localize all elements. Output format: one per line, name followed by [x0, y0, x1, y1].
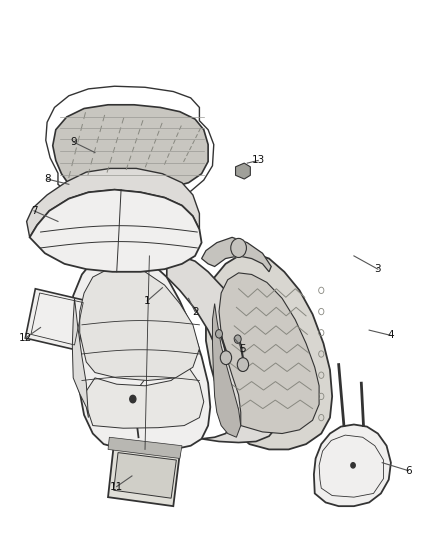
Polygon shape [71, 253, 210, 451]
Polygon shape [25, 289, 88, 350]
Circle shape [130, 395, 136, 403]
Text: 6: 6 [405, 466, 412, 475]
Text: 8: 8 [44, 174, 50, 184]
Text: 7: 7 [31, 206, 37, 216]
Polygon shape [201, 237, 271, 272]
Text: 1: 1 [144, 296, 151, 306]
Polygon shape [80, 266, 199, 381]
Polygon shape [72, 298, 88, 418]
Circle shape [215, 329, 223, 338]
Polygon shape [167, 253, 280, 442]
Text: 9: 9 [70, 137, 77, 147]
Polygon shape [236, 163, 251, 179]
Text: 5: 5 [240, 344, 246, 354]
Polygon shape [108, 437, 182, 458]
Text: 2: 2 [192, 306, 198, 317]
Polygon shape [212, 304, 241, 437]
Circle shape [234, 335, 241, 343]
Text: 11: 11 [110, 481, 124, 491]
Polygon shape [314, 424, 391, 506]
Polygon shape [114, 453, 177, 498]
Polygon shape [108, 446, 180, 506]
Polygon shape [53, 105, 208, 190]
Text: 13: 13 [251, 156, 265, 165]
Circle shape [231, 238, 247, 257]
Polygon shape [219, 273, 319, 433]
Text: 4: 4 [388, 330, 394, 341]
Text: 3: 3 [374, 264, 381, 274]
Circle shape [237, 358, 249, 372]
Text: 12: 12 [19, 333, 32, 343]
Polygon shape [206, 253, 332, 449]
Polygon shape [27, 168, 199, 237]
Polygon shape [30, 190, 201, 272]
Polygon shape [86, 367, 204, 428]
Circle shape [220, 351, 232, 365]
Circle shape [351, 463, 355, 468]
